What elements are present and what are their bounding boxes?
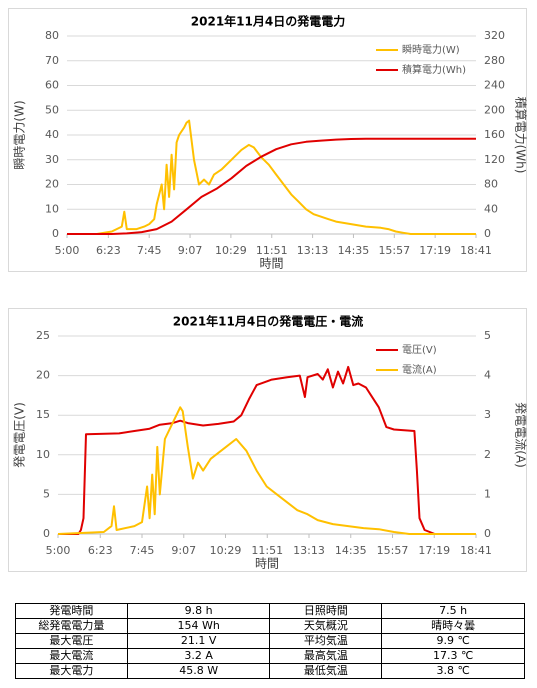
y2-tick-label: 200 [484,103,505,116]
series-line [67,119,476,235]
value-cell: 154 Wh [126,618,271,634]
x-tick-label: 17:19 [418,544,450,557]
y-tick-label: 5 [43,487,50,500]
x-axis-label: 時間 [255,557,279,571]
summary-table: 発電時間 9.8 h 日照時間 7.5 h 総発電電力量 154 Wh 天気概況 晴時々曇 最大… [15,603,525,679]
x-tick-label: 13:13 [297,244,329,257]
series-line [57,406,476,535]
x-tick-label: 13:13 [293,544,325,557]
y2-tick-label: 40 [484,202,498,215]
value-cell: 9.8 h [126,603,271,619]
x-tick-label: 15:57 [377,544,409,557]
x-tick-label: 6:23 [96,244,121,257]
y-tick-label: 25 [36,329,50,342]
x-tick-label: 5:00 [55,244,80,257]
label-cell: 平均気温 [269,633,383,649]
legend-label: 瞬時電力(W) [402,43,460,56]
series-line [67,137,476,235]
y-axis-label: 瞬時電力(W) [13,100,27,169]
x-tick-label: 10:29 [210,544,242,557]
value-cell: 7.5 h [381,603,525,619]
y2-tick-label: 3 [484,408,491,421]
voltage-current-chart: 2021年11月4日の発電電圧・電流 0 5 10 15 20 25 0 1 2 3 4 5 5:00 6:… [8,308,528,572]
power-chart: 2021年11月4日の発電電力 0 10 20 30 40 50 60 70 80 0 40 80 120… [8,8,529,272]
x-tick-label: 15:57 [378,244,410,257]
y-tick-label: 0 [52,227,59,240]
y-tick-label: 20 [45,178,59,191]
x-tick-label: 11:51 [251,544,283,557]
y2-tick-label: 120 [484,153,505,166]
value-cell: 3.2 A [126,648,271,664]
label-cell: 最高気温 [269,648,383,664]
y2-axis-label: 積算電力(Wh) [514,97,529,174]
y-tick-label: 50 [45,103,59,116]
label-cell: 天気概況 [269,618,383,634]
x-tick-label: 17:19 [419,244,451,257]
y-tick-label: 0 [43,527,50,540]
y2-tick-label: 1 [484,487,491,500]
y-tick-label: 30 [45,153,59,166]
y2-tick-label: 4 [484,369,491,382]
series-line [58,365,476,535]
x-tick-label: 14:35 [335,544,367,557]
label-cell: 最大電圧 [15,633,128,649]
y2-tick-label: 240 [484,79,505,92]
x-tick-label: 9:07 [178,244,203,257]
y-tick-label: 15 [36,408,50,421]
label-cell: 総発電電力量 [15,618,128,634]
value-cell: 21.1 V [126,633,271,649]
value-cell: 9.9 ℃ [381,633,525,649]
legend-label: 電流(A) [402,363,437,376]
y2-tick-label: 0 [484,227,491,240]
y2-tick-label: 0 [484,527,491,540]
y2-tick-label: 280 [484,54,505,67]
x-axis-label: 時間 [259,257,283,271]
value-cell: 晴時々曇 [381,618,525,634]
table-row: 発電時間 9.8 h 日照時間 7.5 h [15,603,525,619]
x-tick-label: 6:23 [88,544,113,557]
y-tick-label: 70 [45,54,59,67]
y-tick-label: 40 [45,128,59,141]
chart-title: 2021年11月4日の発電電圧・電流 [173,314,363,329]
x-tick-label: 18:41 [460,544,492,557]
y2-axis-label: 発電電流(A) [514,402,528,468]
chart-title: 2021年11月4日の発電電力 [191,14,345,29]
y-tick-label: 10 [45,202,59,215]
label-cell: 日照時間 [269,603,383,619]
y2-tick-label: 80 [484,178,498,191]
label-cell: 最大電流 [15,648,128,664]
table-row: 最大電圧 21.1 V 平均気温 9.9 ℃ [15,633,525,649]
y2-tick-label: 320 [484,29,505,42]
value-cell: 3.8 ℃ [381,663,525,679]
table-row: 総発電電力量 154 Wh 天気概況 晴時々曇 [15,618,525,634]
x-tick-label: 10:29 [215,244,247,257]
y-tick-label: 80 [45,29,59,42]
table-row: 最大電力 45.8 W 最低気温 3.8 ℃ [15,663,525,679]
y2-tick-label: 160 [484,128,505,141]
label-cell: 発電時間 [15,603,128,619]
label-cell: 最大電力 [15,663,128,679]
x-tick-label: 7:45 [130,544,155,557]
y2-tick-label: 5 [484,329,491,342]
x-tick-label: 5:00 [46,544,71,557]
legend-label: 積算電力(Wh) [402,63,466,76]
legend-label: 電圧(V) [402,344,437,356]
y-tick-label: 20 [36,369,50,382]
label-cell: 最低気温 [269,663,383,679]
value-cell: 17.3 ℃ [381,648,525,664]
chart-frame [8,308,527,572]
chart-frame [8,8,527,272]
x-tick-label: 11:51 [256,244,288,257]
y-tick-label: 10 [36,448,50,461]
y2-tick-label: 2 [484,448,491,461]
x-tick-label: 9:07 [171,544,196,557]
y-tick-label: 60 [45,79,59,92]
x-tick-label: 18:41 [460,244,492,257]
x-tick-label: 7:45 [137,244,162,257]
table-row: 最大電流 3.2 A 最高気温 17.3 ℃ [15,648,525,664]
value-cell: 45.8 W [126,663,271,679]
y-axis-label: 発電電圧(V) [13,402,27,468]
x-tick-label: 14:35 [338,244,370,257]
